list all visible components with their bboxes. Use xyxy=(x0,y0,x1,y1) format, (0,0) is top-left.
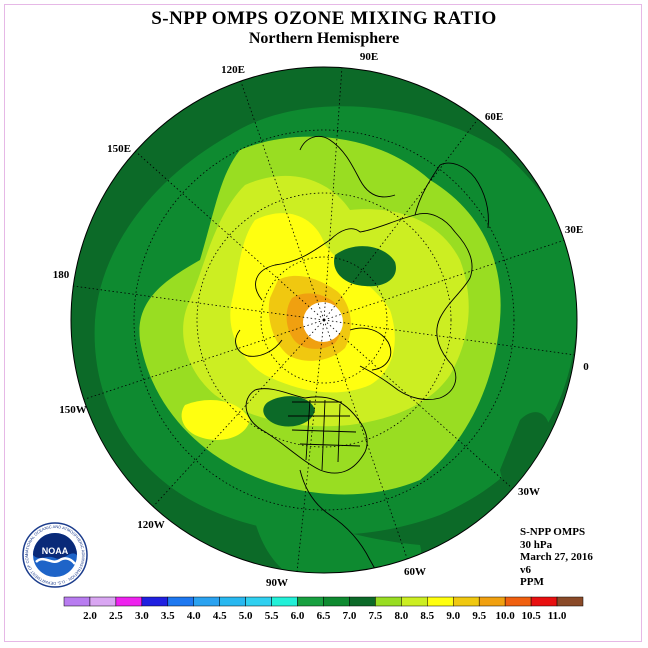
colorbar-swatch xyxy=(115,596,143,607)
lon-label-150w: 150W xyxy=(59,404,87,416)
colorbar-swatch xyxy=(89,596,117,607)
colorbar-swatch xyxy=(427,596,454,607)
colorbar-label: 7.0 xyxy=(343,610,357,622)
colorbar-label: 4.0 xyxy=(187,610,201,622)
info-units: PPM xyxy=(520,576,544,588)
colorbar-swatch xyxy=(530,596,558,607)
noaa-logo-graphic: NOAA NATIONAL OCEANIC AND ATMOSPHERIC AD… xyxy=(22,522,88,588)
colorbar-swatch xyxy=(556,596,584,607)
info-date: March 27, 2016 xyxy=(520,551,593,563)
map-subtitle: Northern Hemisphere xyxy=(248,30,400,47)
colorbar-swatch xyxy=(401,596,428,607)
field-level-8-5-west xyxy=(181,400,250,440)
field-low-eurasia xyxy=(334,246,396,287)
colorbar-label: 9.5 xyxy=(472,610,486,622)
colorbar: 2.0 2.5 3.0 3.5 4.0 4.5 5.0 5.5 6.0 6.5 7.0 7.5 8.0 8… xyxy=(63,596,584,622)
colorbar-label: 6.0 xyxy=(291,610,305,622)
colorbar-swatch xyxy=(167,596,195,607)
colorbar-swatch xyxy=(271,596,298,607)
lon-label-0: 0 xyxy=(583,361,589,373)
colorbar-swatch xyxy=(141,596,169,607)
info-version: v6 xyxy=(520,563,531,576)
colorbar-label: 6.5 xyxy=(317,610,331,622)
longitude-labels: 90E 60E 30E 0 30W 60W 90W 120W 150W 180 … xyxy=(53,51,590,589)
colorbar-swatch xyxy=(478,596,506,607)
colorbar-swatch xyxy=(297,596,324,607)
map-title: S-NPP OMPS OZONE MIXING RATIO xyxy=(151,8,497,29)
colorbar-label: 5.0 xyxy=(239,610,253,622)
info-level: 30 hPa xyxy=(520,538,553,551)
lon-label-30w: 30W xyxy=(518,486,540,498)
colorbar-label: 8.5 xyxy=(420,610,434,622)
colorbar-label: 8.0 xyxy=(394,610,408,622)
svg-text:NOAA: NOAA xyxy=(42,546,69,556)
lon-label-90w: 90W xyxy=(266,577,288,589)
image-frame xyxy=(4,4,642,642)
product-info: S-NPP OMPS 30 hPa March 27, 2016 v6 PPM xyxy=(520,526,593,589)
colorbar-swatch xyxy=(63,596,91,607)
field-low-americas xyxy=(263,396,315,427)
colorbar-swatch xyxy=(219,596,246,607)
colorbar-swatch xyxy=(349,596,376,607)
colorbar-swatch xyxy=(323,596,350,607)
colorbar-swatch xyxy=(453,596,480,607)
info-instrument: S-NPP OMPS xyxy=(520,526,586,538)
lon-label-30e: 30E xyxy=(565,224,583,236)
colorbar-label: 11.0 xyxy=(548,610,567,622)
colorbar-label: 10.5 xyxy=(521,610,541,622)
colorbar-swatch xyxy=(193,596,220,607)
colorbar-label: 10.0 xyxy=(496,610,516,622)
lon-label-120w: 120W xyxy=(137,519,165,531)
hemisphere-boundary xyxy=(70,66,578,574)
colorbar-swatch xyxy=(375,596,402,607)
colorbar-label: 2.5 xyxy=(109,610,123,622)
lon-label-120e: 120E xyxy=(221,64,245,76)
lon-label-180: 180 xyxy=(53,269,70,281)
colorbar-label: 4.5 xyxy=(213,610,227,622)
coastlines xyxy=(235,136,489,573)
colorbar-swatch xyxy=(245,596,272,607)
colorbar-swatch xyxy=(504,596,532,607)
colorbar-label: 3.0 xyxy=(135,610,149,622)
noaa-logo: NOAA NATIONAL OCEANIC AND ATMOSPHERIC AD… xyxy=(22,522,88,588)
lon-label-150e: 150E xyxy=(107,143,131,155)
lon-label-90e: 90E xyxy=(360,51,378,63)
lon-label-60e: 60E xyxy=(485,111,503,123)
colorbar-label: 3.5 xyxy=(161,610,175,622)
graticule xyxy=(72,67,576,573)
colorbar-label: 7.5 xyxy=(369,610,383,622)
colorbar-label: 9.0 xyxy=(446,610,460,622)
colorbar-label: 5.5 xyxy=(265,610,279,622)
lon-label-60w: 60W xyxy=(404,566,426,578)
colorbar-label: 2.0 xyxy=(83,610,97,622)
